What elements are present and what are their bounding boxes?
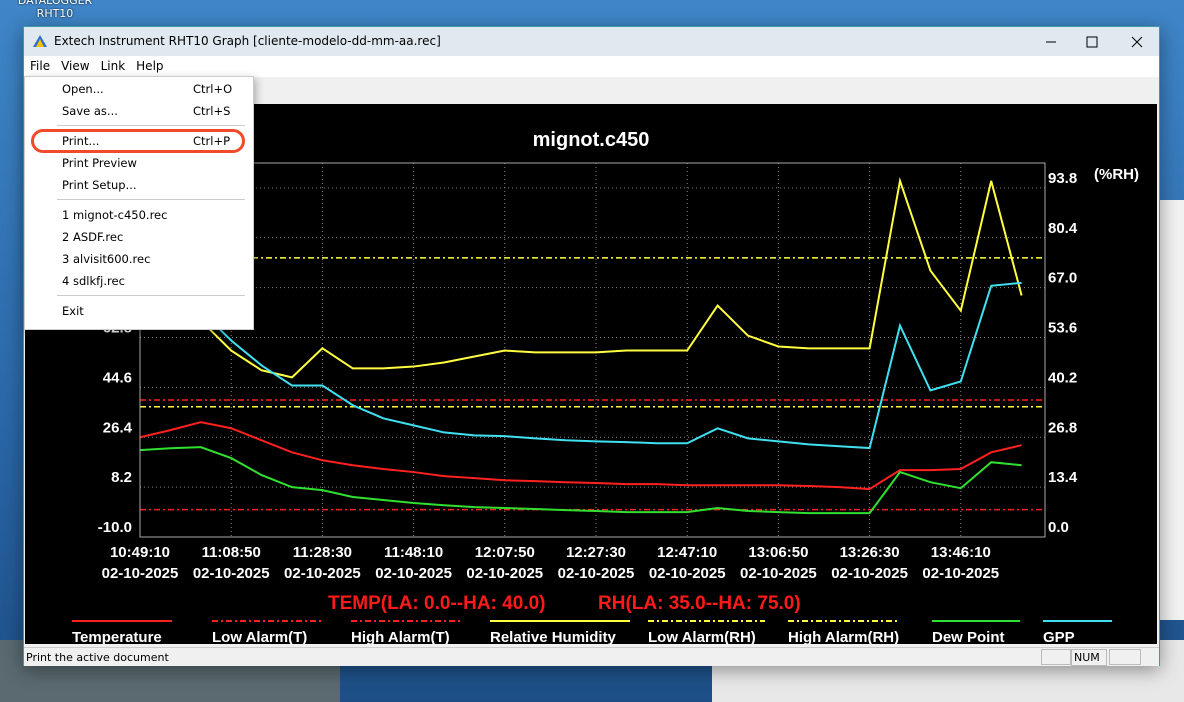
legend-label: GPP [1043,629,1075,646]
menu-option[interactable]: Print Preview [25,152,253,174]
alarm-text: TEMP(LA: 0.0--HA: 40.0) [328,593,545,614]
series-line [140,421,1022,491]
x-tick-label: 13:26:30 [840,544,900,561]
menu-option[interactable]: Open... Ctrl+O [25,78,253,100]
legend-label: Dew Point [932,629,1005,646]
x-tick-date: 02-10-2025 [102,565,179,582]
file-menu: Open... Ctrl+O Save as... Ctrl+S Print... Ctr… [24,76,254,330]
y2-tick-label: 13.4 [1048,469,1078,486]
background-window [1158,200,1184,620]
menu-item[interactable]: View [61,59,90,73]
x-tick-date: 02-10-2025 [466,565,543,582]
menu-label: 1 mignot-c450.rec [62,208,168,222]
menu-shortcut: Ctrl+P [193,134,231,148]
y2-axis-label: (%RH) [1094,166,1139,183]
title-bar: Extech Instrument RHT10 Graph [cliente-m… [24,27,1159,56]
menu-label: 4 sdlkfj.rec [62,274,125,288]
menu-separator [57,295,245,296]
series-line [140,240,1022,450]
menu-item[interactable]: Help [136,59,164,73]
series-line [140,446,1022,515]
x-tick-date: 02-10-2025 [375,565,452,582]
menu-label: Print... [62,134,100,148]
menu-label: Open... [62,82,104,96]
window-title: Extech Instrument RHT10 Graph [cliente-m… [54,34,441,48]
y-tick-label: -10.0 [98,519,132,536]
menu-item[interactable]: Link [100,59,126,73]
x-tick-label: 13:06:50 [748,544,808,561]
x-tick-date: 02-10-2025 [193,565,270,582]
status-text: Print the active document [26,651,169,664]
x-tick-date: 02-10-2025 [740,565,817,582]
y-tick-label: 8.2 [111,469,132,486]
menu-label: 3 alvisit600.rec [62,252,151,266]
chart-title: mignot.c450 [533,129,650,151]
y2-tick-label: 26.8 [1048,419,1077,436]
icon-label: DATALOGGER [17,0,93,7]
menu-label: Print Setup... [62,178,137,192]
y2-tick-label: 93.8 [1048,170,1077,187]
icon-label: RHT10 [36,7,74,20]
x-tick-label: 11:48:10 [384,544,443,561]
menu-option[interactable]: 1 mignot-c450.rec [25,204,253,226]
alarm-text: RH(LA: 35.0--HA: 75.0) [598,593,801,614]
menu-shortcut: Ctrl+O [193,82,233,96]
legend-label: Relative Humidity [490,629,617,646]
x-tick-date: 02-10-2025 [284,565,361,582]
menu-option[interactable]: Exit [25,300,253,322]
desktop-icon[interactable]: DATALOGGER RHT10 [0,0,110,20]
series-line [140,176,1023,379]
x-tick-label: 10:49:10 [110,544,170,561]
legend-label: Low Alarm(RH) [648,629,756,646]
menu-item[interactable]: File [30,59,51,73]
x-tick-label: 12:07:50 [475,544,535,561]
y2-tick-label: 80.4 [1048,220,1078,237]
menu-option[interactable]: 2 ASDF.rec [25,226,253,248]
x-tick-label: 12:47:10 [657,544,717,561]
menu-option[interactable]: 3 alvisit600.rec [25,248,253,270]
menu-label: 2 ASDF.rec [62,230,124,244]
status-pane [1109,649,1141,665]
x-tick-date: 02-10-2025 [649,565,726,582]
menu-option[interactable]: 4 sdlkfj.rec [25,270,253,292]
legend-label: High Alarm(T) [351,629,450,646]
y2-tick-label: 53.6 [1048,320,1077,337]
menu-bar: File View Link Help [24,56,1159,77]
window-controls[interactable] [1044,35,1154,49]
x-tick-date: 02-10-2025 [922,565,999,582]
highlight-ring [31,129,245,153]
y2-tick-label: 0.0 [1048,519,1069,536]
status-pane [1041,649,1071,665]
y-tick-label: 44.6 [103,369,132,386]
status-bar: Print the active document NUM [24,647,1159,666]
x-tick-date: 02-10-2025 [558,565,635,582]
app-icon [33,35,47,47]
menu-label: Save as... [62,104,118,118]
x-tick-label: 12:27:30 [566,544,626,561]
x-tick-date: 02-10-2025 [831,565,908,582]
menu-option[interactable]: Print Setup... [25,174,253,196]
x-tick-label: 11:08:50 [202,544,261,561]
x-tick-label: 11:28:30 [293,544,352,561]
menu-label: Print Preview [62,156,137,170]
legend-label: Temperature [72,629,162,646]
menu-shortcut: Ctrl+S [193,104,231,118]
menu-option[interactable]: Save as... Ctrl+S [25,100,253,122]
status-indicator: NUM [1071,649,1107,666]
plot-frame [139,162,1046,538]
menu-option[interactable]: Print... Ctrl+P [25,130,253,152]
x-tick-label: 13:46:10 [931,544,991,561]
y-tick-label: 26.4 [103,419,133,436]
y2-tick-label: 67.0 [1048,270,1077,287]
menu-label: Exit [62,304,84,318]
y2-tick-label: 40.2 [1048,369,1077,386]
legend-label: Low Alarm(T) [212,629,307,646]
legend-label: High Alarm(RH) [788,629,899,646]
menu-separator [57,199,245,200]
menu-separator [57,125,245,126]
